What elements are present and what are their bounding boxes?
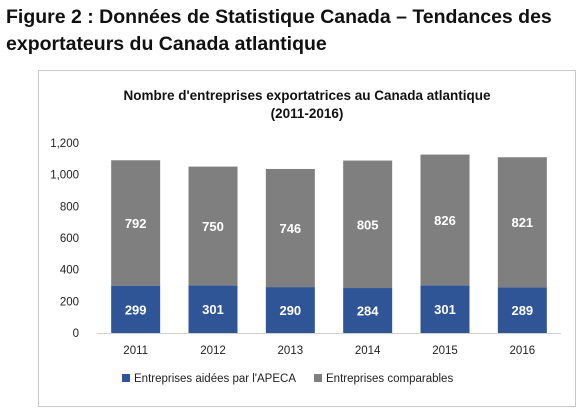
chart-title-line-1: Nombre d'entreprises exportatrices au Ca… (123, 88, 491, 103)
x-tick-label: 2011 (123, 345, 148, 357)
data-label-comparable: 826 (434, 213, 456, 228)
bar-apeca (265, 287, 315, 333)
legend-swatch-apeca (122, 374, 130, 382)
chart-title: Nombre d'entreprises exportatrices au Ca… (39, 87, 575, 123)
y-tick-label: 800 (60, 201, 79, 213)
data-label-apeca: 301 (434, 302, 456, 317)
stacked-bar-chart: 0 200 400 600 800 1,000 1,200 299 792 2011 301 750 2… (50, 138, 561, 385)
data-label-comparable: 750 (202, 219, 224, 234)
data-label-apeca: 289 (511, 303, 533, 318)
data-label-comparable: 821 (511, 215, 533, 230)
data-label-apeca: 301 (202, 302, 224, 317)
y-tick-label: 0 (73, 328, 79, 340)
legend-label-apeca: Entreprises aidées par l'APECA (134, 373, 296, 385)
bar-comparable (265, 168, 315, 288)
y-tick-label: 400 (60, 265, 79, 277)
chart-area: Nombre d'entreprises exportatrices au Ca… (38, 70, 576, 407)
bar-apeca (111, 285, 161, 333)
x-tick-label: 2016 (510, 345, 536, 357)
bar-apeca (343, 288, 393, 333)
x-tick-label: 2014 (355, 345, 381, 357)
bar-comparable (343, 160, 393, 289)
data-label-comparable: 792 (125, 216, 147, 231)
x-tick-label: 2013 (278, 345, 304, 357)
bar-comparable (497, 157, 547, 288)
bar-apeca (497, 287, 547, 333)
legend-label-comparable: Entreprises comparables (326, 373, 453, 385)
data-label-comparable: 746 (279, 221, 301, 236)
legend-swatch-comparable (314, 374, 322, 382)
x-tick-label: 2012 (200, 345, 226, 357)
bar-apeca (420, 285, 470, 333)
y-tick-label: 1,000 (50, 170, 79, 182)
y-tick-label: 1,200 (50, 138, 79, 150)
data-label-apeca: 299 (125, 302, 147, 317)
x-tick-label: 2015 (432, 345, 458, 357)
data-label-apeca: 290 (279, 303, 301, 318)
bar-comparable (111, 160, 161, 286)
bar-apeca (188, 285, 238, 333)
data-label-comparable: 805 (357, 217, 379, 232)
bar-comparable (420, 154, 470, 286)
chart-title-line-2: (2011-2016) (270, 106, 344, 121)
y-tick-label: 600 (60, 233, 79, 245)
bar-comparable (188, 166, 238, 286)
data-label-apeca: 284 (357, 304, 379, 319)
figure-title: Figure 2 : Données de Statistique Canada… (6, 6, 552, 55)
y-tick-label: 200 (60, 296, 79, 308)
